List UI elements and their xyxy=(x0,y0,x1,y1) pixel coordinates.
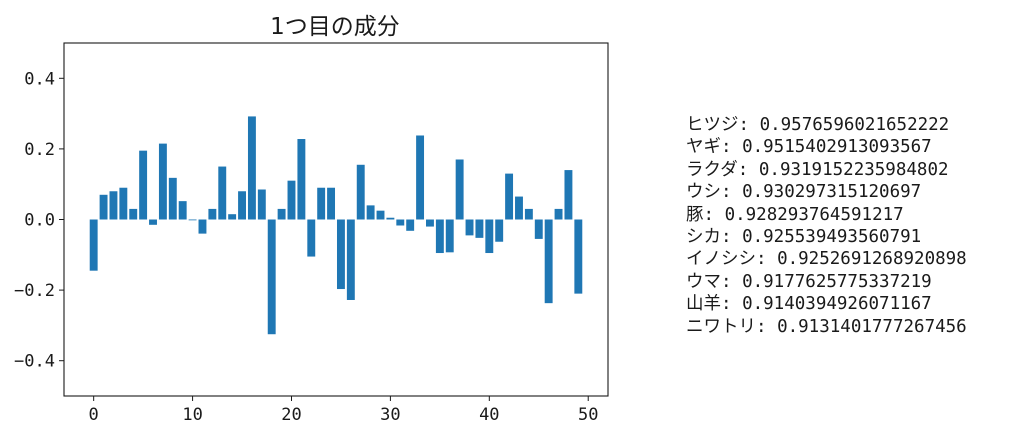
bar xyxy=(366,205,375,220)
bar xyxy=(396,219,405,226)
similar-word-item: イノシシ: 0.9252691268920898 xyxy=(686,249,967,270)
bar xyxy=(505,173,514,220)
bar xyxy=(327,187,336,220)
bar xyxy=(139,150,148,220)
similar-word-item: 豚: 0.928293764591217 xyxy=(686,204,904,225)
bar xyxy=(99,194,108,220)
bar xyxy=(475,219,484,238)
similar-word-item: シカ: 0.925539493560791 xyxy=(686,227,922,248)
bar xyxy=(297,139,306,220)
y-tick-label: 0.0 xyxy=(24,211,55,231)
similar-word-item: ニワトリ: 0.9131401777267456 xyxy=(686,316,967,337)
bar xyxy=(574,219,583,294)
similar-word-item: 山羊: 0.9140394926071167 xyxy=(686,294,932,315)
bar xyxy=(257,189,266,220)
x-tick-label: 50 xyxy=(578,405,598,425)
bar xyxy=(119,187,128,220)
bar xyxy=(564,170,573,220)
x-tick-label: 20 xyxy=(281,405,301,425)
bar xyxy=(277,208,286,220)
chart-title: 1つ目の成分 xyxy=(270,14,400,40)
similar-word-item: ヒツジ: 0.9576596021652222 xyxy=(686,115,950,135)
similar-words-list: ヒツジ: 0.9576596021652222 ヤギ: 0.9515402913… xyxy=(686,114,967,338)
bar xyxy=(168,177,177,220)
bar xyxy=(426,219,434,227)
bar xyxy=(534,219,543,239)
bar-chart: 1つ目の成分 0 10 20 30 40 50 −0.4 −0.2 0.0 0.2 0.4 xyxy=(14,14,609,425)
bar xyxy=(346,219,355,300)
y-tick-label: 0.2 xyxy=(24,140,55,160)
bar xyxy=(208,208,217,220)
x-tick-label: 30 xyxy=(380,405,400,425)
y-tick-label: −0.2 xyxy=(14,281,55,301)
x-tick-label: 10 xyxy=(182,405,202,425)
bar xyxy=(465,219,474,236)
bar xyxy=(129,208,138,220)
bar xyxy=(515,196,523,220)
bar xyxy=(178,201,187,220)
bar xyxy=(544,219,553,304)
similar-word-item: ラクダ: 0.9319152235984802 xyxy=(686,159,949,180)
bar xyxy=(416,135,425,220)
plot-frame xyxy=(63,42,609,397)
bar xyxy=(188,219,197,221)
bar xyxy=(386,217,395,220)
bar xyxy=(485,219,494,254)
bar xyxy=(149,219,157,225)
bar xyxy=(495,219,504,242)
bar xyxy=(89,219,98,271)
bar xyxy=(247,116,256,220)
bar xyxy=(267,219,276,335)
similar-word-item: ウマ: 0.9177625775337219 xyxy=(686,271,932,292)
bar xyxy=(435,219,444,254)
bar xyxy=(317,187,326,220)
bar xyxy=(158,143,167,220)
y-tick-label: −0.4 xyxy=(14,352,55,372)
bar xyxy=(228,214,237,220)
bar xyxy=(109,191,118,220)
bar xyxy=(356,164,365,220)
bar xyxy=(524,208,533,220)
bar xyxy=(336,219,345,290)
x-tick-label: 0 xyxy=(89,405,99,425)
bar xyxy=(307,219,316,257)
bar xyxy=(376,210,385,220)
x-tick-label: 40 xyxy=(479,405,499,425)
similar-word-item: ウシ: 0.930297315120697 xyxy=(686,182,922,203)
y-axis: −0.4 −0.2 0.0 0.2 0.4 xyxy=(14,69,64,372)
bar xyxy=(554,208,563,220)
bar xyxy=(198,219,207,234)
similar-word-item: ヤギ: 0.9515402913093567 xyxy=(686,137,932,158)
x-axis: 0 10 20 30 40 50 xyxy=(89,396,598,425)
bar xyxy=(287,180,296,220)
bars xyxy=(89,116,583,335)
y-tick-label: 0.4 xyxy=(24,69,55,89)
bar xyxy=(455,159,464,220)
bar xyxy=(406,219,415,231)
bar xyxy=(218,166,227,220)
bar xyxy=(445,219,454,253)
bar xyxy=(238,191,246,220)
